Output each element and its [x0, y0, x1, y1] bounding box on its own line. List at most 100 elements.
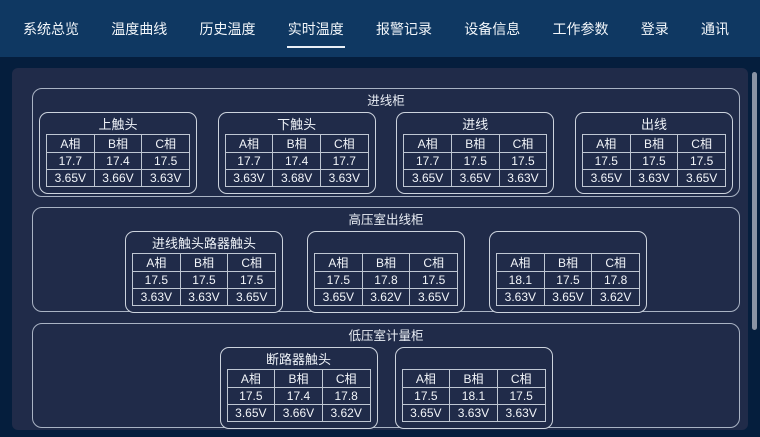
phase-c-header: C相	[319, 134, 369, 153]
phase-c-header: C相	[498, 134, 548, 153]
phase-a-header: A相	[132, 253, 181, 272]
voltage-value: 3.68V	[272, 169, 321, 187]
phase-c-header: C相	[409, 253, 458, 272]
nav-item-history-temperature[interactable]: 历史温度	[199, 20, 256, 37]
sensor-panel-upper-contact: 上触头 A相 B相 C相 17.7 17.4 17.5 3.65V 3.66V	[39, 112, 197, 194]
sensor-panel-lower-contact: 下触头 A相 B相 C相 17.7 17.4 17.7 3.63V 3.68V	[217, 112, 376, 194]
section-title: 进线柜	[367, 94, 405, 108]
phase-table: A相 B相 C相 17.5 17.8 17.5 3.65V 3.62V 3.65…	[314, 253, 458, 306]
phase-a-header: A相	[401, 369, 451, 388]
voltage-value: 3.65V	[409, 288, 458, 306]
voltage-value: 3.65V	[46, 169, 95, 187]
voltage-value: 3.63V	[141, 169, 190, 187]
phase-a-header: A相	[581, 134, 631, 153]
voltage-value: 3.63V	[496, 288, 545, 306]
nav-item-realtime-temperature[interactable]: 实时温度	[286, 10, 345, 48]
temp-value: 17.5	[450, 152, 500, 170]
phase-b-header: B相	[629, 134, 679, 153]
nav-item-working-parameters[interactable]: 工作参数	[552, 20, 609, 37]
section-title: 高压室出线柜	[348, 213, 424, 227]
nav-item-device-info[interactable]: 设备信息	[464, 20, 521, 37]
phase-table: A相 B相 C相 17.7 17.4 17.5 3.65V 3.66V 3.63…	[46, 134, 190, 187]
voltage-value: 3.62V	[361, 288, 411, 306]
panel-title: 进线	[462, 117, 489, 132]
temp-value: 17.8	[321, 387, 371, 405]
phase-a-header: A相	[226, 369, 276, 388]
temp-value: 17.5	[409, 271, 458, 289]
phase-b-header: B相	[361, 253, 411, 272]
panel-title: 下触头	[277, 117, 317, 132]
panel-title: 进线触头路器触头	[151, 236, 256, 251]
temp-value: 18.1	[496, 271, 545, 289]
phase-table: A相 B相 C相 17.7 17.5 17.5 3.65V 3.65V 3.63…	[403, 134, 548, 187]
temp-value: 17.5	[132, 271, 181, 289]
phase-a-header: A相	[224, 134, 274, 153]
phase-b-header: B相	[272, 134, 321, 153]
top-nav-bar: 系统总览 温度曲线 历史温度 实时温度 报警记录 设备信息 工作参数 登录 通讯	[0, 0, 760, 57]
temp-value: 17.5	[141, 152, 190, 170]
phase-a-header: A相	[403, 134, 452, 153]
panel-title: 出线	[640, 117, 667, 132]
voltage-value: 3.63V	[224, 169, 274, 187]
temp-value: 17.4	[272, 152, 321, 170]
temp-value: 17.5	[226, 387, 276, 405]
voltage-value: 3.65V	[314, 288, 363, 306]
voltage-value: 3.66V	[93, 169, 143, 187]
sensor-panel-hv-2: A相 B相 C相 17.5 17.8 17.5 3.65V 3.62V 3.65…	[307, 231, 465, 313]
sensor-panel-incoming-line: 进线 A相 B相 C相 17.7 17.5 17.5 3.65V 3.65V	[396, 112, 555, 194]
voltage-value: 3.65V	[677, 169, 726, 187]
temp-value: 17.4	[274, 387, 323, 405]
phase-c-header: C相	[321, 369, 371, 388]
temp-value: 17.5	[496, 387, 546, 405]
temp-value: 17.7	[224, 152, 274, 170]
sensor-panel-hv-3: A相 B相 C相 18.1 17.5 17.8 3.63V 3.65V 3.62…	[489, 231, 647, 313]
sensor-panel-incoming-breaker-contact: 进线触头路器触头 A相 B相 C相 17.5 17.5 17.5 3.63V 3	[125, 231, 283, 313]
temp-value: 17.5	[227, 271, 276, 289]
voltage-value: 3.65V	[401, 404, 451, 422]
nav-item-communication[interactable]: 通讯	[701, 20, 729, 37]
phase-a-header: A相	[496, 253, 545, 272]
phase-b-header: B相	[93, 134, 143, 153]
nav-item-login[interactable]: 登录	[640, 20, 669, 37]
voltage-value: 3.66V	[274, 404, 323, 422]
voltage-value: 3.63V	[449, 404, 498, 422]
phase-c-header: C相	[227, 253, 276, 272]
panels-row: 上触头 A相 B相 C相 17.7 17.4 17.5 3.65V 3.66V	[33, 112, 739, 194]
voltage-value: 3.63V	[179, 288, 229, 306]
voltage-value: 3.65V	[543, 288, 593, 306]
panel-title: 上触头	[98, 117, 138, 132]
phase-c-header: C相	[141, 134, 190, 153]
phase-b-header: B相	[543, 253, 593, 272]
nav-item-alarm-records[interactable]: 报警记录	[376, 20, 432, 37]
voltage-value: 3.63V	[498, 169, 548, 187]
nav-item-system-overview[interactable]: 系统总览	[23, 20, 79, 37]
voltage-value: 3.62V	[321, 404, 371, 422]
section-lv-metering-cabinet: 低压室计量柜 断路器触头 A相 B相 C相 17.5 17.4 17.8	[32, 323, 740, 429]
phase-table: A相 B相 C相 17.7 17.4 17.7 3.63V 3.68V 3.63…	[224, 134, 369, 187]
phase-a-header: A相	[314, 253, 363, 272]
voltage-value: 3.65V	[450, 169, 500, 187]
section-incoming-cabinet: 进线柜 上触头 A相 B相 C相 17.7 17.4 17.5	[32, 88, 740, 197]
nav-item-temperature-curve[interactable]: 温度曲线	[111, 20, 168, 37]
temp-value: 18.1	[449, 387, 498, 405]
phase-c-header: C相	[496, 369, 546, 388]
voltage-value: 3.65V	[403, 169, 452, 187]
section-title: 低压室计量柜	[348, 329, 424, 343]
phase-b-header: B相	[179, 253, 229, 272]
section-hv-outgoing-cabinet: 高压室出线柜 进线触头路器触头 A相 B相 C相 17.5 17.5 17.5	[32, 207, 740, 313]
panel-title	[314, 234, 458, 253]
voltage-value: 3.62V	[591, 288, 640, 306]
panels-row: 断路器触头 A相 B相 C相 17.5 17.4 17.8 3.65V 3.66	[33, 347, 739, 429]
voltage-value: 3.63V	[319, 169, 369, 187]
phase-table: A相 B相 C相 17.5 17.5 17.5 3.65V 3.63V 3.65…	[581, 134, 726, 187]
phase-c-header: C相	[677, 134, 726, 153]
temp-value: 17.7	[403, 152, 452, 170]
voltage-value: 3.63V	[496, 404, 546, 422]
phase-table: A相 B相 C相 18.1 17.5 17.8 3.63V 3.65V 3.62…	[496, 253, 640, 306]
temp-value: 17.5	[677, 152, 726, 170]
voltage-value: 3.65V	[581, 169, 631, 187]
vertical-scrollbar-thumb[interactable]	[752, 72, 757, 330]
temp-value: 17.5	[498, 152, 548, 170]
sensor-panel-lv-2: A相 B相 C相 17.5 18.1 17.5 3.65V 3.63V 3.63…	[394, 347, 553, 429]
panel-title	[402, 350, 546, 369]
